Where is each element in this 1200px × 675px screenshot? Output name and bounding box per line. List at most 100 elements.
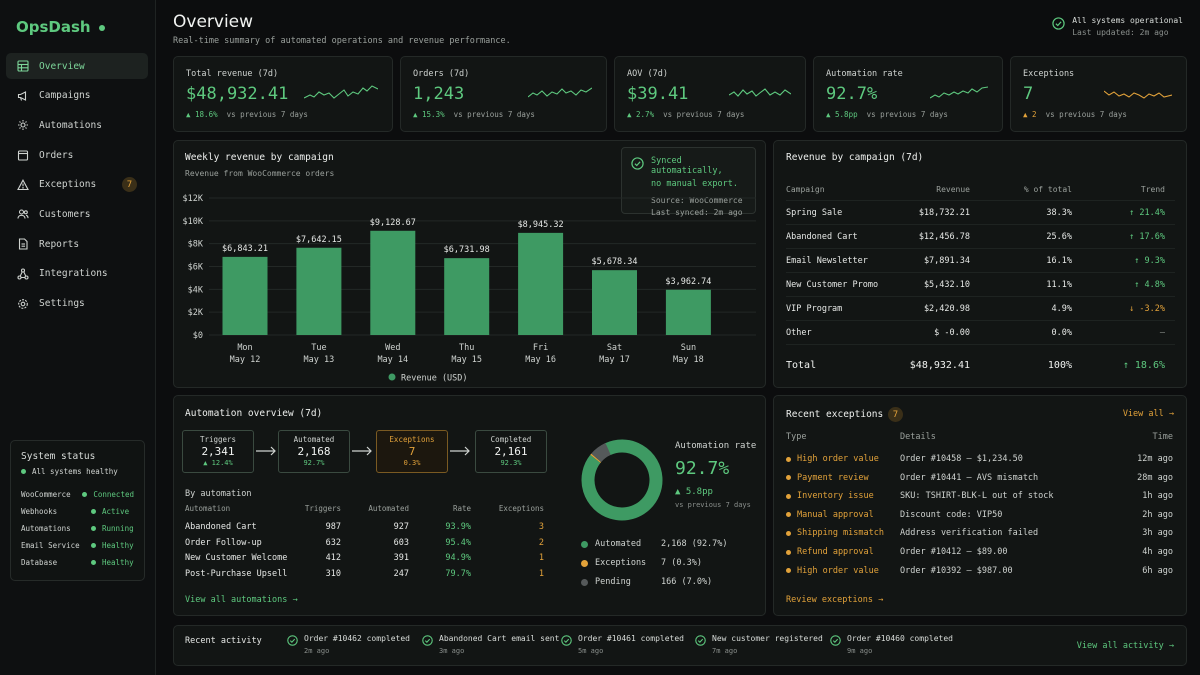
recent-activity-bar: Recent activity Order #10462 completed 2m… [173, 625, 1187, 666]
kpi-change: ▲ 2 vs previous 7 days [1023, 110, 1127, 119]
sparkline [930, 86, 988, 99]
header-triggers: Triggers [304, 504, 341, 513]
sidebar-item-overview[interactable]: Overview [6, 53, 148, 79]
table-row[interactable]: Spring Sale $18,732.21 38.3% ↑ 21.4% [786, 201, 1175, 225]
sidebar-item-exceptions[interactable]: Exceptions 7 [6, 172, 148, 198]
bar[interactable] [296, 247, 342, 335]
y-tick-label: $0 [193, 331, 203, 341]
table-row[interactable]: New Customer Promo $5,432.10 11.1% ↑ 4.8% [786, 273, 1175, 297]
automation-triggers: 987 [325, 521, 341, 532]
legend-dot [581, 559, 588, 567]
y-tick-label: $6K [188, 263, 204, 273]
activity-text-group: Order #10460 completed 9m ago [847, 634, 953, 655]
x-tick-day: Sat [607, 343, 622, 353]
exception-row[interactable]: High order value Order #10458 – $1,234.50… [786, 453, 1173, 465]
flow-triggers[interactable]: Triggers 2,341 ▲ 12.4% [182, 430, 254, 473]
weekly-revenue-card: Weekly revenue by campaign Revenue from … [173, 140, 766, 388]
kpi-change: ▲ 15.3% vs previous 7 days [413, 110, 535, 119]
flow-pct: 92.7% [303, 459, 325, 467]
kpi-card-aov[interactable]: AOV (7d) $39.41 ▲ 2.7% vs previous 7 day… [614, 56, 806, 132]
activity-text: New customer registered [712, 634, 823, 643]
kpi-card-orders[interactable]: Orders (7d) 1,243 ▲ 15.3% vs previous 7 … [400, 56, 607, 132]
sidebar-item-customers[interactable]: Customers [6, 201, 148, 227]
table-row[interactable]: New Customer Welcome 412 391 94.9% 1 [185, 550, 546, 566]
exception-row[interactable]: Refund approval Order #10412 – $89.00 4h a… [786, 546, 1173, 558]
service-name: Database [21, 558, 58, 567]
review-exceptions-link[interactable]: Review exceptions → [786, 595, 884, 605]
kpi-label: Orders (7d) [413, 69, 470, 79]
exception-time: 3h ago [1142, 528, 1173, 539]
view-all-exceptions-link[interactable]: View all → [1122, 409, 1174, 419]
exception-details: Order #10392 – $987.00 [900, 565, 1013, 576]
sync-last: Last synced: 2m ago [651, 208, 743, 217]
bar-value-label: $7,642.15 [296, 235, 342, 245]
table-row[interactable]: Abandoned Cart $12,456.78 25.6% ↑ 17.6% [786, 225, 1175, 249]
sidebar-item-integrations[interactable]: Integrations [6, 261, 148, 287]
view-all-automations-link[interactable]: View all automations → [185, 595, 298, 605]
campaign-pct: 0.0% [1051, 327, 1072, 338]
sidebar-item-label: Overview [39, 60, 85, 72]
flow-exceptions[interactable]: Exceptions 7 0.3% [376, 430, 448, 473]
sidebar-item-reports[interactable]: Reports [6, 231, 148, 257]
exception-row[interactable]: Manual approval Discount code: VIP50 2h ag… [786, 509, 1173, 521]
campaign-name: Spring Sale [786, 207, 843, 218]
campaign-trend: ↑ 4.8% [1134, 279, 1165, 290]
total-revenue: $48,932.41 [909, 359, 970, 371]
activity-item[interactable]: New customer registered 7m ago [695, 634, 823, 655]
table-row[interactable]: Post-Purchase Upsell 310 247 79.7% 1 [185, 566, 546, 582]
bar[interactable] [665, 289, 711, 335]
bar[interactable] [444, 258, 490, 335]
exception-type: Refund approval [786, 547, 900, 557]
activity-item[interactable]: Order #10462 completed 2m ago [287, 634, 410, 655]
exception-row[interactable]: Shipping mismatch Address verification fa… [786, 527, 1173, 539]
kpi-card-exceptions[interactable]: Exceptions 7 ▲ 2 vs previous 7 days [1010, 56, 1187, 132]
kpi-card-total-revenue[interactable]: Total revenue (7d) $48,932.41 ▲ 18.6% vs… [173, 56, 393, 132]
header-pct: % of total [1023, 185, 1072, 194]
activity-item[interactable]: Order #10461 completed 5m ago [561, 634, 684, 655]
exception-type-label: Manual approval [797, 509, 874, 520]
megaphone-icon [17, 90, 27, 101]
x-tick-date: May 17 [599, 355, 630, 365]
table-total-row: Total $48,932.41 100% ↑ 18.6% [786, 345, 1175, 385]
campaign-revenue: $12,456.78 [918, 231, 970, 242]
campaign-trend: ↑ 21.4% [1129, 207, 1165, 218]
x-tick-day: Wed [385, 343, 400, 353]
automation-automated: 603 [393, 537, 409, 548]
sidebar-item-campaigns[interactable]: Campaigns [6, 83, 148, 109]
sidebar-item-settings[interactable]: Settings [6, 291, 148, 317]
exception-row[interactable]: Payment review Order #10441 – AVS mismatc… [786, 472, 1173, 484]
x-tick-day: Sun [681, 343, 696, 353]
system-status-title: System status [21, 451, 96, 462]
kpi-value: $39.41 [627, 84, 689, 104]
table-row[interactable]: Email Newsletter $7,891.34 16.1% ↑ 9.3% [786, 249, 1175, 273]
flow-automated[interactable]: Automated 2,168 92.7% [278, 430, 350, 473]
view-all-activity-link[interactable]: View all activity → [1076, 641, 1174, 651]
total-trend: ↑ 18.6% [1122, 359, 1165, 371]
exception-row[interactable]: Inventory issue SKU: TSHIRT-BLK-L out of … [786, 490, 1173, 502]
sidebar-item-automations[interactable]: Automations [6, 112, 148, 138]
x-tick-date: May 13 [304, 355, 335, 365]
sidebar-item-label: Orders [39, 149, 74, 161]
flow-completed[interactable]: Completed 2,161 92.3% [475, 430, 547, 473]
bar[interactable] [370, 230, 416, 335]
activity-item[interactable]: Order #10460 completed 9m ago [830, 634, 953, 655]
x-tick-date: May 16 [525, 355, 556, 365]
campaign-trend: ↑ 17.6% [1129, 231, 1165, 242]
bar[interactable] [592, 270, 637, 335]
table-row[interactable]: Abandoned Cart 987 927 93.9% 3 [185, 519, 546, 535]
donut-segment-pending [591, 443, 612, 463]
campaign-trend: — [1159, 327, 1165, 338]
sidebar-item-orders[interactable]: Orders [6, 142, 148, 168]
table-row[interactable]: Order Follow-up 632 603 95.4% 2 [185, 535, 546, 551]
exception-row[interactable]: High order value Order #10392 – $987.00 6h… [786, 565, 1173, 577]
sidebar-item-label: Automations [39, 119, 102, 131]
table-row[interactable]: VIP Program $2,420.98 4.9% ↓ -3.2% [786, 297, 1175, 321]
brand-logo[interactable]: OpsDash [16, 18, 105, 36]
bar[interactable] [222, 256, 268, 335]
table-row[interactable]: Other $ -0.00 0.0% — [786, 321, 1175, 345]
automation-triggers: 310 [325, 568, 341, 579]
activity-item[interactable]: Abandoned Cart email sent 3m ago [422, 634, 559, 655]
bar[interactable] [518, 232, 564, 335]
campaign-name: Email Newsletter [786, 255, 868, 266]
kpi-card-automation-rate[interactable]: Automation rate 92.7% ▲ 5.8pp vs previou… [813, 56, 1003, 132]
